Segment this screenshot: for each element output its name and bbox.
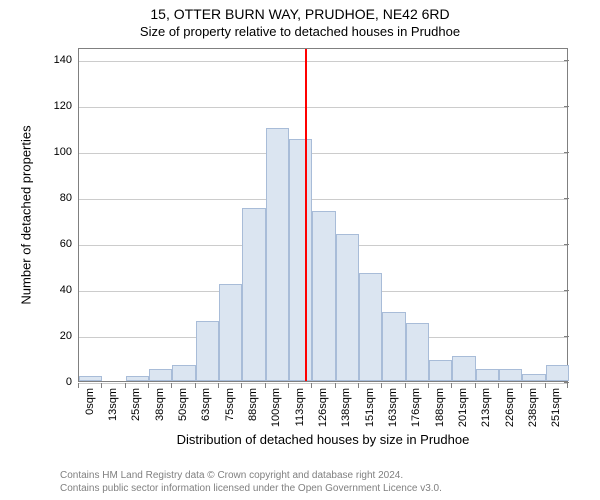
xtick-label: 63sqm <box>200 388 212 421</box>
xtick-label: 201sqm <box>457 388 469 427</box>
ytick-label: 0 <box>66 376 78 388</box>
footer-attribution: Contains HM Land Registry data © Crown c… <box>60 470 442 495</box>
xtick-label: 75sqm <box>224 388 236 421</box>
xtick-mark <box>451 383 452 388</box>
xtick-label: 226sqm <box>504 388 516 427</box>
xtick-mark <box>171 383 172 388</box>
xtick-mark <box>125 383 126 388</box>
xtick-label: 0sqm <box>84 388 96 415</box>
histogram-bar <box>359 273 382 381</box>
xtick-label: 163sqm <box>387 388 399 427</box>
footer-line2: Contains public sector information licen… <box>60 483 442 496</box>
xtick-mark <box>288 383 289 388</box>
xtick-mark <box>381 383 382 388</box>
histogram-bar <box>149 369 172 381</box>
ytick-mark <box>564 244 569 245</box>
histogram-chart: 0204060801001201400sqm13sqm25sqm38sqm50s… <box>78 48 568 382</box>
title-main: 15, OTTER BURN WAY, PRUDHOE, NE42 6RD <box>0 0 600 22</box>
ytick-mark <box>564 290 569 291</box>
xtick-mark <box>101 383 102 388</box>
gridline-h <box>79 61 567 62</box>
plot-area <box>78 48 568 382</box>
ytick-label: 120 <box>54 100 78 112</box>
xtick-label: 251sqm <box>550 388 562 427</box>
xtick-mark <box>498 383 499 388</box>
xtick-mark <box>241 383 242 388</box>
histogram-bar <box>382 312 405 381</box>
ytick-mark <box>564 106 569 107</box>
xtick-label: 213sqm <box>480 388 492 427</box>
histogram-bar <box>196 321 219 381</box>
xtick-label: 138sqm <box>340 388 352 427</box>
xtick-mark <box>195 383 196 388</box>
histogram-bar <box>546 365 569 381</box>
ytick-label: 20 <box>60 330 78 342</box>
xtick-mark <box>148 383 149 388</box>
xtick-label: 13sqm <box>107 388 119 421</box>
y-axis-label: Number of detached properties <box>19 125 34 304</box>
gridline-h <box>79 199 567 200</box>
xtick-mark <box>521 383 522 388</box>
histogram-bar <box>289 139 312 381</box>
xtick-label: 238sqm <box>527 388 539 427</box>
xtick-mark <box>545 383 546 388</box>
xtick-mark <box>311 383 312 388</box>
histogram-bar <box>172 365 195 381</box>
ytick-mark <box>564 152 569 153</box>
histogram-bar <box>499 369 522 381</box>
ytick-label: 60 <box>60 238 78 250</box>
xtick-mark <box>567 383 568 388</box>
histogram-bar <box>336 234 359 381</box>
xtick-label: 126sqm <box>317 388 329 427</box>
histogram-bar <box>266 128 289 381</box>
xtick-label: 100sqm <box>270 388 282 427</box>
histogram-bar <box>452 356 475 381</box>
ytick-mark <box>564 198 569 199</box>
xtick-mark <box>78 383 79 388</box>
histogram-bar <box>242 208 265 381</box>
ytick-label: 100 <box>54 146 78 158</box>
histogram-bar <box>312 211 335 381</box>
xtick-label: 176sqm <box>410 388 422 427</box>
histogram-bar <box>522 374 545 381</box>
xtick-mark <box>405 383 406 388</box>
xtick-mark <box>475 383 476 388</box>
xtick-mark <box>428 383 429 388</box>
histogram-bar <box>429 360 452 381</box>
marker-line <box>305 49 307 381</box>
x-axis-label: Distribution of detached houses by size … <box>177 432 470 447</box>
xtick-mark <box>358 383 359 388</box>
xtick-label: 151sqm <box>364 388 376 427</box>
xtick-mark <box>265 383 266 388</box>
ytick-label: 140 <box>54 54 78 66</box>
xtick-label: 38sqm <box>154 388 166 421</box>
histogram-bar <box>219 284 242 381</box>
footer-line1: Contains HM Land Registry data © Crown c… <box>60 470 442 483</box>
xtick-label: 88sqm <box>247 388 259 421</box>
histogram-bar <box>476 369 499 381</box>
gridline-h <box>79 153 567 154</box>
ytick-mark <box>564 60 569 61</box>
histogram-bar <box>79 376 102 381</box>
ytick-mark <box>564 336 569 337</box>
gridline-h <box>79 107 567 108</box>
xtick-label: 113sqm <box>294 388 306 426</box>
xtick-mark <box>218 383 219 388</box>
ytick-label: 40 <box>60 284 78 296</box>
title-sub: Size of property relative to detached ho… <box>0 22 600 39</box>
histogram-bar <box>126 376 149 381</box>
xtick-label: 50sqm <box>177 388 189 421</box>
gridline-h <box>79 383 567 384</box>
xtick-label: 25sqm <box>130 388 142 421</box>
xtick-label: 188sqm <box>434 388 446 427</box>
histogram-bar <box>406 323 429 381</box>
xtick-mark <box>335 383 336 388</box>
ytick-label: 80 <box>60 192 78 204</box>
